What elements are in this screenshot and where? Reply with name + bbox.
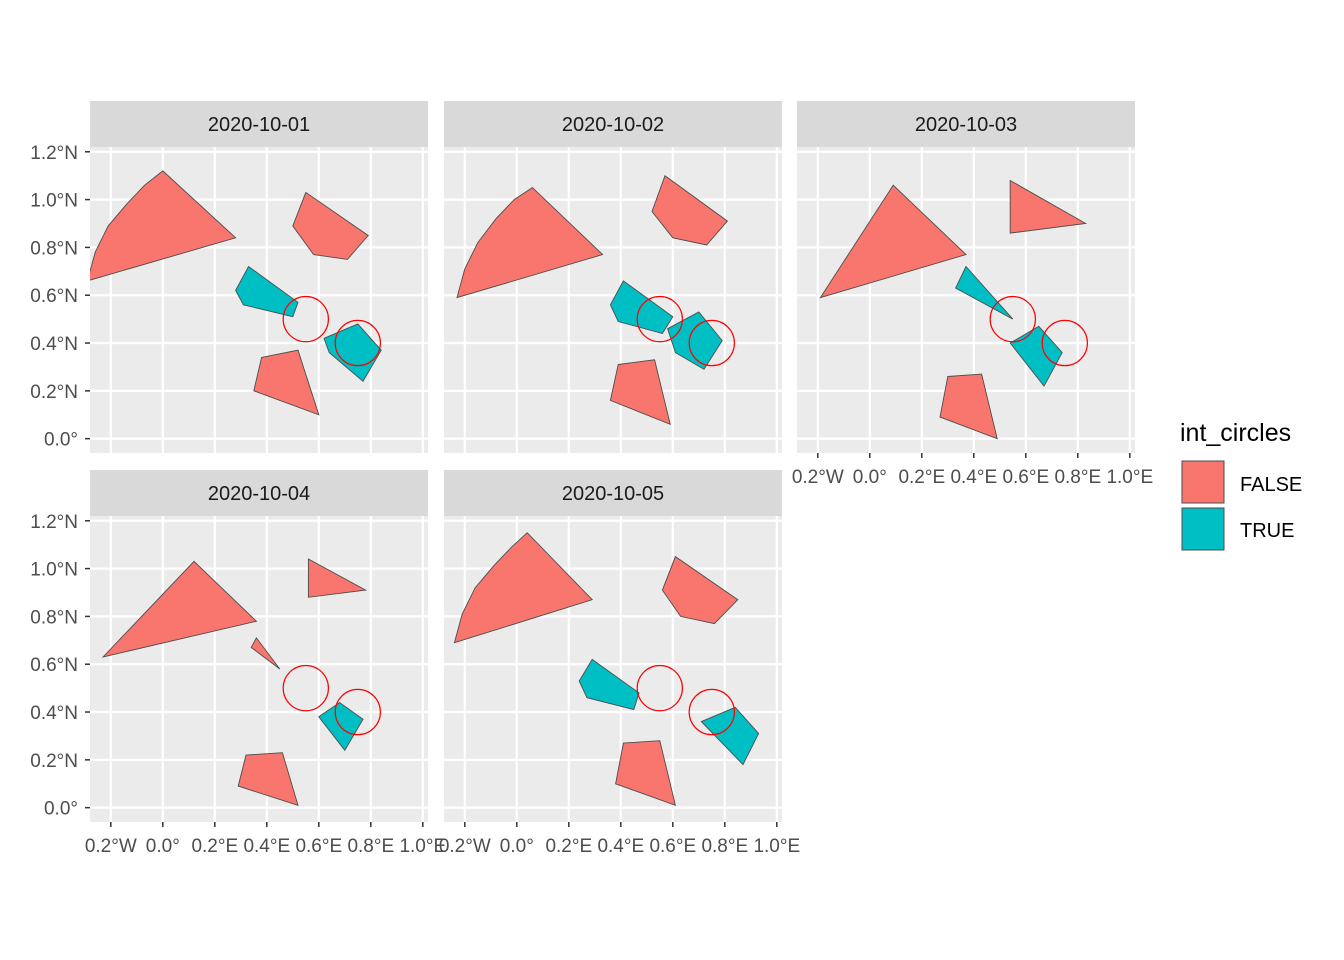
- polygon-false: [90, 170, 237, 281]
- reference-circle: [688, 688, 736, 736]
- y-tick-label: 0.6°N: [30, 286, 78, 307]
- polygons: [819, 179, 1087, 440]
- polygon-false: [253, 349, 320, 416]
- reference-circle: [636, 295, 684, 343]
- x-tick-label: 0.2°W: [792, 467, 844, 488]
- reference-circle: [334, 688, 382, 736]
- x-tick-label: 0.6°E: [1002, 467, 1049, 488]
- y-tick-label: 0.0°: [44, 799, 78, 820]
- y-tick-label: 0.4°N: [30, 703, 78, 724]
- x-tick-label: 0.8°E: [701, 836, 748, 857]
- polygon-true: [323, 323, 382, 382]
- polygon-false: [661, 555, 739, 625]
- reference-circle: [688, 319, 736, 367]
- reference-circle: [282, 664, 330, 712]
- x-tick-label: 0.2°E: [545, 836, 592, 857]
- panel-background: [444, 516, 782, 822]
- facet-strip: [444, 470, 782, 516]
- x-tick-label: 0.6°E: [295, 836, 342, 857]
- facet-panels: 2020-10-01 0.0° 0.2°N 0.4°N 0.6°N 0.8°N 1.0°N 1…: [30, 101, 1153, 857]
- gridlines: [90, 516, 428, 822]
- polygons: [453, 532, 760, 807]
- reference-circle: [989, 295, 1037, 343]
- polygon-false: [1009, 179, 1087, 234]
- legend-key-true: [1181, 507, 1225, 551]
- legend: int_circles FALSE TRUE: [1180, 419, 1302, 551]
- polygon-false: [292, 191, 369, 260]
- x-tick-label: 0.8°E: [1054, 467, 1101, 488]
- y-tick-label: 1.2°N: [30, 512, 78, 533]
- reference-circle: [1041, 319, 1089, 367]
- polygon-true: [578, 658, 640, 711]
- y-tick-label: 0.2°N: [30, 751, 78, 772]
- facet-strip: [797, 101, 1135, 147]
- x-tick-label: 0.2°E: [191, 836, 238, 857]
- polygon-true: [955, 265, 1014, 320]
- polygon-false: [615, 740, 677, 807]
- polygon-true: [700, 706, 760, 766]
- facet-strip-label: 2020-10-04: [208, 483, 310, 505]
- x-tick-label: 0.2°E: [898, 467, 945, 488]
- x-tick-label: 0.0°: [500, 836, 534, 857]
- polygon-false: [453, 532, 594, 644]
- x-tick-label: 0.4°E: [243, 836, 290, 857]
- facet-panel: 2020-10-04 0.0° 0.2°N 0.4°N 0.6°N 0.8°N 1.0°N 1…: [30, 470, 446, 857]
- polygon-true: [1009, 325, 1063, 387]
- polygon-false: [250, 637, 281, 670]
- facet-panel: 2020-10-01 0.0° 0.2°N 0.4°N 0.6°N 0.8°N 1.0°N 1…: [30, 101, 428, 453]
- facet-strip: [90, 101, 428, 147]
- x-tick-label: 0.2°W: [85, 836, 137, 857]
- x-tick-label: 1.0°E: [1106, 467, 1153, 488]
- x-tick-label: 0.8°E: [347, 836, 394, 857]
- x-tick-label: 1.0°E: [753, 836, 800, 857]
- facet-strip-label: 2020-10-02: [562, 114, 664, 136]
- y-tick-label: 0.2°N: [30, 382, 78, 403]
- y-tick-label: 0.8°N: [30, 238, 78, 259]
- legend-title: int_circles: [1180, 419, 1291, 447]
- y-tick-label: 1.0°N: [30, 191, 78, 212]
- facet-strip-label: 2020-10-03: [915, 114, 1017, 136]
- polygon-false: [237, 752, 299, 806]
- y-tick-label: 0.4°N: [30, 334, 78, 355]
- x-tick-label: 0.2°W: [439, 836, 491, 857]
- x-tick-label: 0.4°E: [597, 836, 644, 857]
- facet-strip: [444, 101, 782, 147]
- legend-label-true: TRUE: [1240, 520, 1294, 542]
- y-tick-label: 1.0°N: [30, 560, 78, 581]
- polygon-true: [609, 280, 674, 335]
- facet-panel: 2020-10-03 0.2°W 0.0° 0.2°E 0.4°E 0.6°E 0.8°E 1…: [792, 101, 1153, 488]
- x-tick-label: 0.4°E: [950, 467, 997, 488]
- y-tick-label: 0.8°N: [30, 607, 78, 628]
- polygons: [101, 558, 368, 806]
- facet-panel: 2020-10-05 0.2°W 0.0° 0.2°E 0.4°E 0.6°E 0.8°E 1…: [439, 470, 800, 857]
- facet-strip-label: 2020-10-01: [208, 114, 310, 136]
- y-tick-label: 0.0°: [44, 430, 78, 451]
- polygon-false: [456, 187, 604, 299]
- polygon-false: [939, 373, 998, 440]
- legend-key-false: [1181, 460, 1225, 504]
- x-tick-label: 1.0°E: [399, 836, 446, 857]
- polygon-false: [101, 560, 258, 658]
- polygon-false: [651, 174, 729, 246]
- reference-circle: [334, 319, 382, 367]
- legend-label-false: FALSE: [1240, 474, 1302, 496]
- polygons: [456, 174, 729, 426]
- polygon-false: [819, 184, 967, 299]
- polygons: [90, 170, 382, 416]
- polygon-false: [609, 359, 671, 426]
- polygon-false: [307, 558, 368, 598]
- facet-panel: 2020-10-02: [444, 101, 782, 453]
- x-tick-label: 0.0°: [853, 467, 887, 488]
- y-tick-label: 1.2°N: [30, 143, 78, 164]
- facet-strip-label: 2020-10-05: [562, 483, 664, 505]
- polygon-true: [235, 265, 299, 318]
- facet-strip: [90, 470, 428, 516]
- x-tick-label: 0.0°: [146, 836, 180, 857]
- reference-circle: [282, 295, 330, 343]
- reference-circle: [636, 664, 684, 712]
- y-tick-label: 0.6°N: [30, 655, 78, 676]
- x-tick-label: 0.6°E: [649, 836, 696, 857]
